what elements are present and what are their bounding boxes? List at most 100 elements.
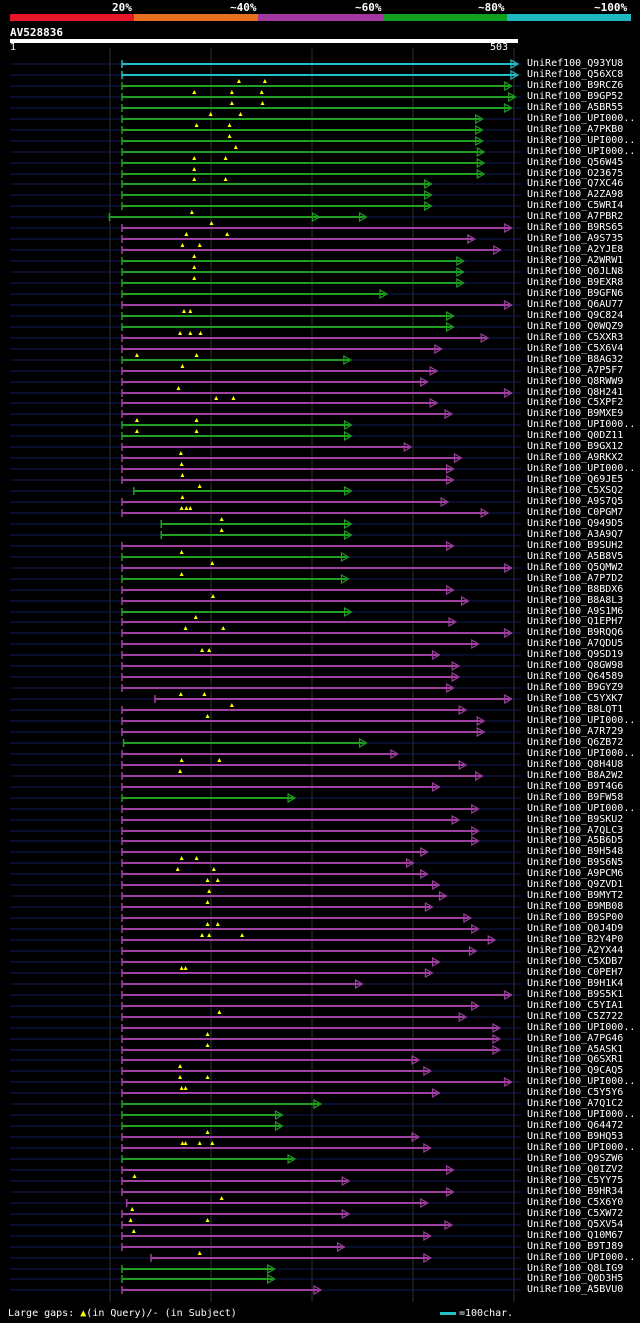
hit-id-label[interactable]: UniRef100_B9FW58 [527,792,624,803]
hit-id-label[interactable]: UniRef100_B9SUH2 [527,540,624,551]
hit-id-label[interactable]: UniRef100_A7PG46 [527,1033,624,1044]
hit-id-label[interactable]: UniRef100_C0PEH7 [527,967,624,978]
hit-id-label[interactable]: UniRef100_B9T4G6 [527,781,624,792]
hit-id-label[interactable]: UniRef100_Q0D3H5 [527,1273,624,1284]
hit-id-label[interactable]: UniRef100_A2WRW1 [527,255,624,266]
hit-id-label[interactable]: UniRef100_C5WRI4 [527,200,624,211]
hit-id-label[interactable]: UniRef100_A7P7D2 [527,573,624,584]
hit-id-label[interactable]: UniRef100_C5Z722 [527,1011,624,1022]
hit-id-label[interactable]: UniRef100_UPI000.. [527,113,636,124]
hit-id-label[interactable]: UniRef100_UPI000.. [527,748,636,759]
hit-id-label[interactable]: UniRef100_C5Y5Y6 [527,1087,624,1098]
hit-id-label[interactable]: UniRef100_A9PCM6 [527,868,624,879]
hit-id-label[interactable]: UniRef100_Q0DZ11 [527,430,624,441]
hit-id-label[interactable]: UniRef100_B9S6N5 [527,857,624,868]
hit-id-label[interactable]: UniRef100_O23675 [527,168,624,179]
hit-id-label[interactable]: UniRef100_UPI000.. [527,419,636,430]
hit-id-label[interactable]: UniRef100_B9RS65 [527,222,624,233]
hit-id-label[interactable]: UniRef100_A5BR55 [527,102,624,113]
hit-id-label[interactable]: UniRef100_A5BVU0 [527,1284,624,1295]
hit-id-label[interactable]: UniRef100_B9MYT2 [527,890,624,901]
hit-id-label[interactable]: UniRef100_B9RCZ6 [527,80,624,91]
hit-id-label[interactable]: UniRef100_C0PGM7 [527,507,624,518]
hit-id-label[interactable]: UniRef100_A9S735 [527,233,624,244]
hit-id-label[interactable]: UniRef100_A7P5F7 [527,365,624,376]
hit-id-label[interactable]: UniRef100_Q8RWW9 [527,376,624,387]
hit-id-label[interactable]: UniRef100_Q64472 [527,1120,624,1131]
hit-id-label[interactable]: UniRef100_C5YIA1 [527,1000,624,1011]
hit-id-label[interactable]: UniRef100_Q8H241 [527,387,624,398]
hit-id-label[interactable]: UniRef100_A7QLC3 [527,825,624,836]
hit-id-label[interactable]: UniRef100_C5XSQ2 [527,485,624,496]
hit-id-label[interactable]: UniRef100_A5B8V5 [527,551,624,562]
hit-id-label[interactable]: UniRef100_A3A9Q7 [527,529,624,540]
hit-id-label[interactable]: UniRef100_B9HR34 [527,1186,624,1197]
hit-id-label[interactable]: UniRef100_A7R729 [527,726,624,737]
hit-id-label[interactable]: UniRef100_B9MB08 [527,901,624,912]
hit-id-label[interactable]: UniRef100_UPI000.. [527,1109,636,1120]
hit-id-label[interactable]: UniRef100_B9HQ53 [527,1131,624,1142]
hit-id-label[interactable]: UniRef100_UPI000.. [527,1076,636,1087]
hit-id-label[interactable]: UniRef100_Q6AU77 [527,299,624,310]
hit-id-label[interactable]: UniRef100_Q9C824 [527,310,624,321]
hit-id-label[interactable]: UniRef100_Q0IZV2 [527,1164,624,1175]
hit-id-label[interactable]: UniRef100_UPI000.. [527,135,636,146]
hit-id-label[interactable]: UniRef100_Q5QMW2 [527,562,624,573]
hit-id-label[interactable]: UniRef100_Q8H4U8 [527,759,624,770]
hit-id-label[interactable]: UniRef100_UPI000.. [527,463,636,474]
hit-id-label[interactable]: UniRef100_B8A2W2 [527,770,624,781]
hit-id-label[interactable]: UniRef100_B9MXE9 [527,408,624,419]
hit-id-label[interactable]: UniRef100_B9SP00 [527,912,624,923]
hit-id-label[interactable]: UniRef100_B8BDX6 [527,584,624,595]
hit-id-label[interactable]: UniRef100_Q9CAQ5 [527,1065,624,1076]
hit-id-label[interactable]: UniRef100_Q9ZVD1 [527,879,624,890]
hit-id-label[interactable]: UniRef100_B9H548 [527,846,624,857]
hit-id-label[interactable]: UniRef100_Q0JLN8 [527,266,624,277]
hit-id-label[interactable]: UniRef100_Q93YU8 [527,58,624,69]
hit-id-label[interactable]: UniRef100_A7PKB0 [527,124,624,135]
hit-id-label[interactable]: UniRef100_UPI000.. [527,1142,636,1153]
hit-id-label[interactable]: UniRef100_A7QDU5 [527,638,624,649]
hit-id-label[interactable]: UniRef100_Q9SZW6 [527,1153,624,1164]
hit-id-label[interactable]: UniRef100_A9S1M6 [527,606,624,617]
hit-id-label[interactable]: UniRef100_Q7XC46 [527,178,624,189]
hit-id-label[interactable]: UniRef100_B9GFN6 [527,288,624,299]
hit-id-label[interactable]: UniRef100_B9SKU2 [527,814,624,825]
hit-id-label[interactable]: UniRef100_C5XPF2 [527,397,624,408]
hit-id-label[interactable]: UniRef100_A7PBR2 [527,211,624,222]
hit-id-label[interactable]: UniRef100_C5X6Y0 [527,1197,624,1208]
hit-id-label[interactable]: UniRef100_B9RQQ6 [527,627,624,638]
hit-id-label[interactable]: UniRef100_A5B6D5 [527,835,624,846]
hit-id-label[interactable]: UniRef100_Q1EPH7 [527,616,624,627]
hit-id-label[interactable]: UniRef100_UPI000.. [527,715,636,726]
hit-id-label[interactable]: UniRef100_Q0WQZ9 [527,321,624,332]
hit-id-label[interactable]: UniRef100_UPI000.. [527,1252,636,1263]
hit-id-label[interactable]: UniRef100_Q10M67 [527,1230,624,1241]
hit-id-label[interactable]: UniRef100_Q0J4D9 [527,923,624,934]
hit-id-label[interactable]: UniRef100_A7Q1C2 [527,1098,624,1109]
hit-id-label[interactable]: UniRef100_UPI000.. [527,803,636,814]
hit-id-label[interactable]: UniRef100_B9H1K4 [527,978,624,989]
hit-id-label[interactable]: UniRef100_UPI000.. [527,1022,636,1033]
hit-id-label[interactable]: UniRef100_A9RKX2 [527,452,624,463]
hit-id-label[interactable]: UniRef100_Q5XV54 [527,1219,624,1230]
hit-id-label[interactable]: UniRef100_Q6SXR1 [527,1054,624,1065]
hit-id-label[interactable]: UniRef100_A9S7Q5 [527,496,624,507]
hit-id-label[interactable]: UniRef100_B8LQT1 [527,704,624,715]
hit-id-label[interactable]: UniRef100_Q9SD19 [527,649,624,660]
hit-id-label[interactable]: UniRef100_C5YY75 [527,1175,624,1186]
hit-id-label[interactable]: UniRef100_Q8GW98 [527,660,624,671]
hit-id-label[interactable]: UniRef100_B9S5K1 [527,989,624,1000]
hit-id-label[interactable]: UniRef100_Q56XC8 [527,69,624,80]
hit-id-label[interactable]: UniRef100_A2YJE8 [527,244,624,255]
hit-id-label[interactable]: UniRef100_B2Y4P0 [527,934,624,945]
hit-id-label[interactable]: UniRef100_C5XW72 [527,1208,624,1219]
hit-id-label[interactable]: UniRef100_Q949D5 [527,518,624,529]
hit-id-label[interactable]: UniRef100_C5XDB7 [527,956,624,967]
hit-id-label[interactable]: UniRef100_B9GX12 [527,441,624,452]
hit-id-label[interactable]: UniRef100_Q69JE5 [527,474,624,485]
hit-id-label[interactable]: UniRef100_UPI000.. [527,146,636,157]
hit-id-label[interactable]: UniRef100_B9GP52 [527,91,624,102]
hit-id-label[interactable]: UniRef100_Q8LIG9 [527,1263,624,1274]
hit-id-label[interactable]: UniRef100_A5ASK1 [527,1044,624,1055]
